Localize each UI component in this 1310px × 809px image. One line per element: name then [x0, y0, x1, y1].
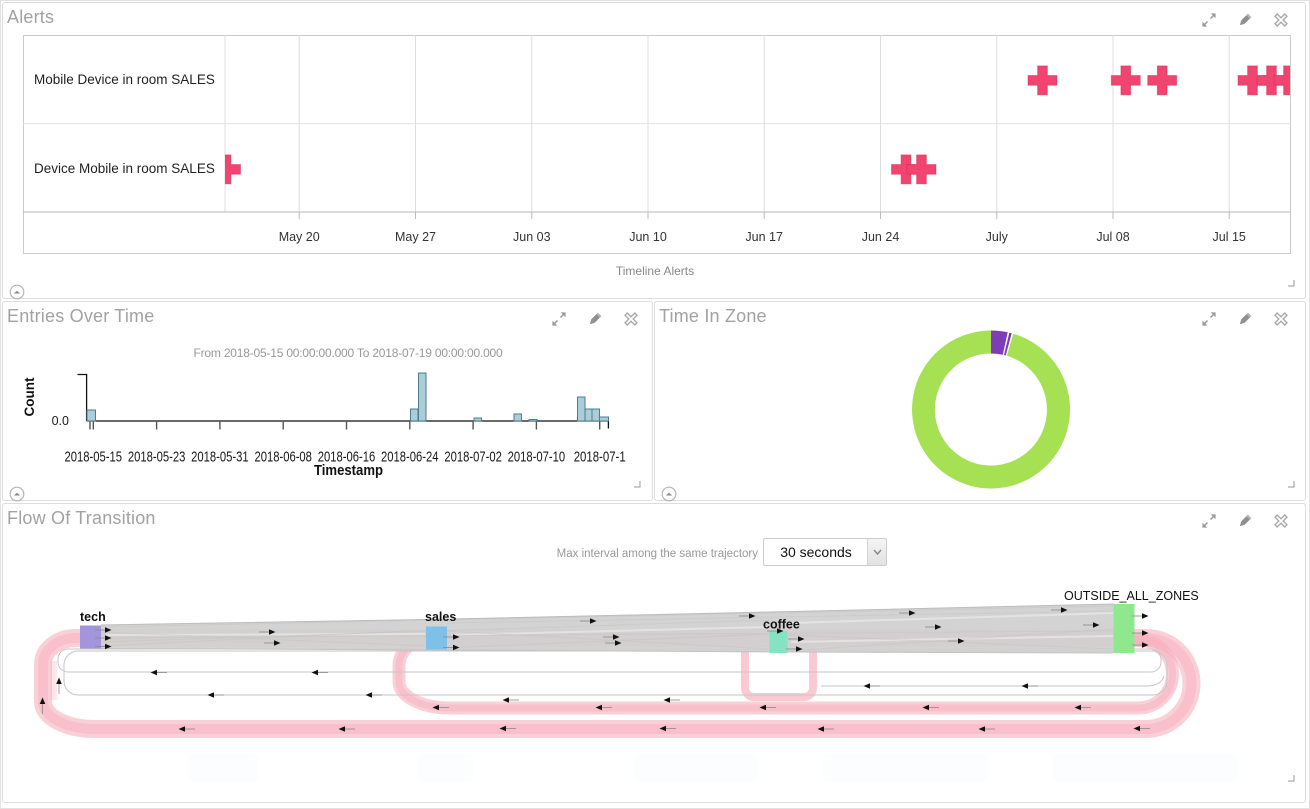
svg-text:Timestamp: Timestamp: [314, 462, 383, 479]
svg-text:OUTSIDE_ALL_ZONES: OUTSIDE_ALL_ZONES: [1064, 589, 1199, 603]
svg-text:0.0: 0.0: [52, 414, 69, 428]
svg-text:2018-06-16: 2018-06-16: [318, 449, 376, 466]
svg-text:2018-07-02: 2018-07-02: [444, 449, 502, 466]
svg-text:2018-07-10: 2018-07-10: [508, 449, 566, 466]
svg-text:Jul 08: Jul 08: [1096, 230, 1129, 244]
svg-text:2018-05-31: 2018-05-31: [191, 449, 249, 466]
svg-text:2018-06-08: 2018-06-08: [254, 449, 312, 466]
svg-text:sales: sales: [425, 610, 456, 624]
svg-text:Jul 15: Jul 15: [1213, 230, 1246, 244]
svg-text:July: July: [986, 230, 1009, 244]
svg-text:2018-05-23: 2018-05-23: [128, 449, 186, 466]
svg-text:Jun 17: Jun 17: [745, 230, 783, 244]
svg-text:May 20: May 20: [279, 230, 320, 244]
svg-text:coffee: coffee: [763, 618, 800, 632]
svg-text:2018-06-24: 2018-06-24: [381, 449, 439, 466]
svg-text:Jun 10: Jun 10: [629, 230, 667, 244]
svg-text:Jun 03: Jun 03: [513, 230, 551, 244]
svg-text:2018-07-1: 2018-07-1: [574, 449, 626, 466]
svg-text:2018-05-15: 2018-05-15: [65, 449, 123, 466]
svg-text:Count: Count: [21, 377, 37, 416]
svg-text:Jun 24: Jun 24: [862, 230, 900, 244]
svg-text:May 27: May 27: [395, 230, 436, 244]
svg-text:tech: tech: [80, 610, 106, 624]
